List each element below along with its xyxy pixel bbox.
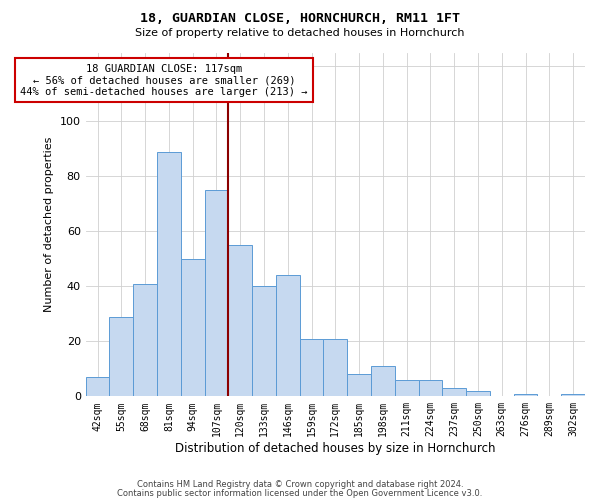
Bar xyxy=(229,245,252,396)
Bar xyxy=(86,377,109,396)
Bar xyxy=(371,366,395,396)
Bar xyxy=(347,374,371,396)
Y-axis label: Number of detached properties: Number of detached properties xyxy=(44,136,54,312)
Text: Size of property relative to detached houses in Hornchurch: Size of property relative to detached ho… xyxy=(135,28,465,38)
Text: Contains public sector information licensed under the Open Government Licence v3: Contains public sector information licen… xyxy=(118,488,482,498)
Bar xyxy=(109,316,133,396)
Bar xyxy=(205,190,229,396)
Bar xyxy=(466,391,490,396)
Bar xyxy=(442,388,466,396)
X-axis label: Distribution of detached houses by size in Hornchurch: Distribution of detached houses by size … xyxy=(175,442,496,455)
Bar xyxy=(252,286,276,397)
Bar xyxy=(133,284,157,397)
Bar xyxy=(419,380,442,396)
Bar xyxy=(561,394,585,396)
Bar xyxy=(181,259,205,396)
Text: 18, GUARDIAN CLOSE, HORNCHURCH, RM11 1FT: 18, GUARDIAN CLOSE, HORNCHURCH, RM11 1FT xyxy=(140,12,460,26)
Bar xyxy=(157,152,181,396)
Text: 18 GUARDIAN CLOSE: 117sqm
← 56% of detached houses are smaller (269)
44% of semi: 18 GUARDIAN CLOSE: 117sqm ← 56% of detac… xyxy=(20,64,308,96)
Bar xyxy=(395,380,419,396)
Bar xyxy=(276,276,299,396)
Bar xyxy=(323,338,347,396)
Bar xyxy=(299,338,323,396)
Bar xyxy=(514,394,538,396)
Text: Contains HM Land Registry data © Crown copyright and database right 2024.: Contains HM Land Registry data © Crown c… xyxy=(137,480,463,489)
